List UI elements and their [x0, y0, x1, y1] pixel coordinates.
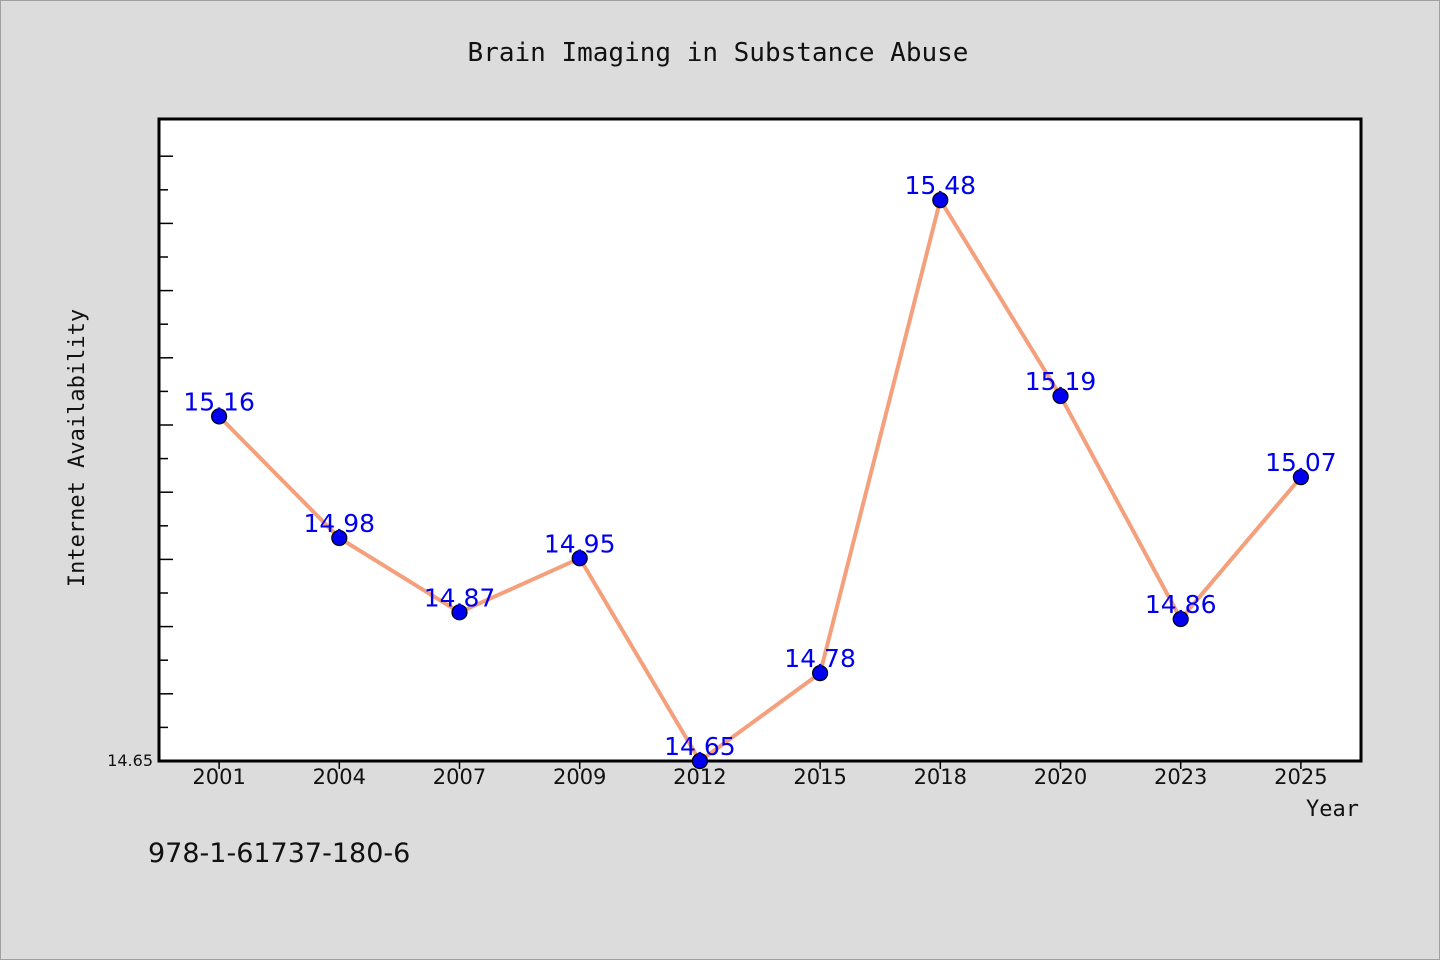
x-axis-tick-labels: 2001 2004 2007 2009 2012 2015 2018 2020 2023 2025 [192, 765, 1327, 789]
data-point [211, 408, 228, 425]
x-tick-label: 2015 [793, 765, 846, 789]
data-point [1292, 469, 1310, 486]
isbn-text: 978-1-61737-180-6 [148, 838, 410, 869]
data-label: 15.07 [1265, 448, 1337, 477]
x-tick-label: 2025 [1274, 765, 1327, 789]
data-label: 14.98 [304, 509, 376, 538]
data-point [571, 550, 588, 567]
series-line [217, 198, 1303, 763]
x-tick-label: 2001 [192, 765, 245, 789]
series-line-group [217, 198, 1303, 763]
data-point [331, 529, 348, 547]
data-point [1052, 387, 1069, 405]
data-labels: 15.16 14.98 14.87 14.95 14.65 14.78 15.48 15.19… [183, 171, 1336, 761]
x-tick-label: 2007 [433, 765, 486, 789]
data-point [811, 665, 829, 682]
y-tick-label: 14.65 [107, 751, 153, 770]
y-axis-ticks [159, 155, 173, 762]
data-label: 14.86 [1145, 590, 1217, 619]
data-label: 14.95 [544, 529, 616, 558]
data-label: 15.19 [1025, 367, 1097, 396]
data-markers [211, 191, 1310, 770]
data-point [451, 604, 468, 621]
chart-title: Brain Imaging in Substance Abuse [468, 38, 969, 68]
x-axis-ticks [218, 761, 1302, 769]
x-tick-label: 2023 [1154, 765, 1207, 789]
data-label: 14.87 [424, 583, 496, 612]
x-tick-label: 2009 [553, 765, 606, 789]
data-point [932, 191, 949, 209]
plot-area [157, 117, 1363, 763]
x-tick-label: 2004 [313, 765, 366, 789]
data-point [691, 752, 709, 770]
y-axis-label: Internet Availability [65, 309, 90, 587]
x-tick-label: 2018 [914, 765, 967, 789]
data-label: 15.48 [905, 171, 977, 200]
data-label: 14.65 [664, 732, 736, 761]
x-axis-label: Year [1306, 797, 1359, 822]
x-tick-label: 2020 [1034, 765, 1087, 789]
data-point [1172, 610, 1189, 628]
data-label: 15.16 [183, 387, 255, 416]
data-label: 14.78 [784, 644, 856, 673]
